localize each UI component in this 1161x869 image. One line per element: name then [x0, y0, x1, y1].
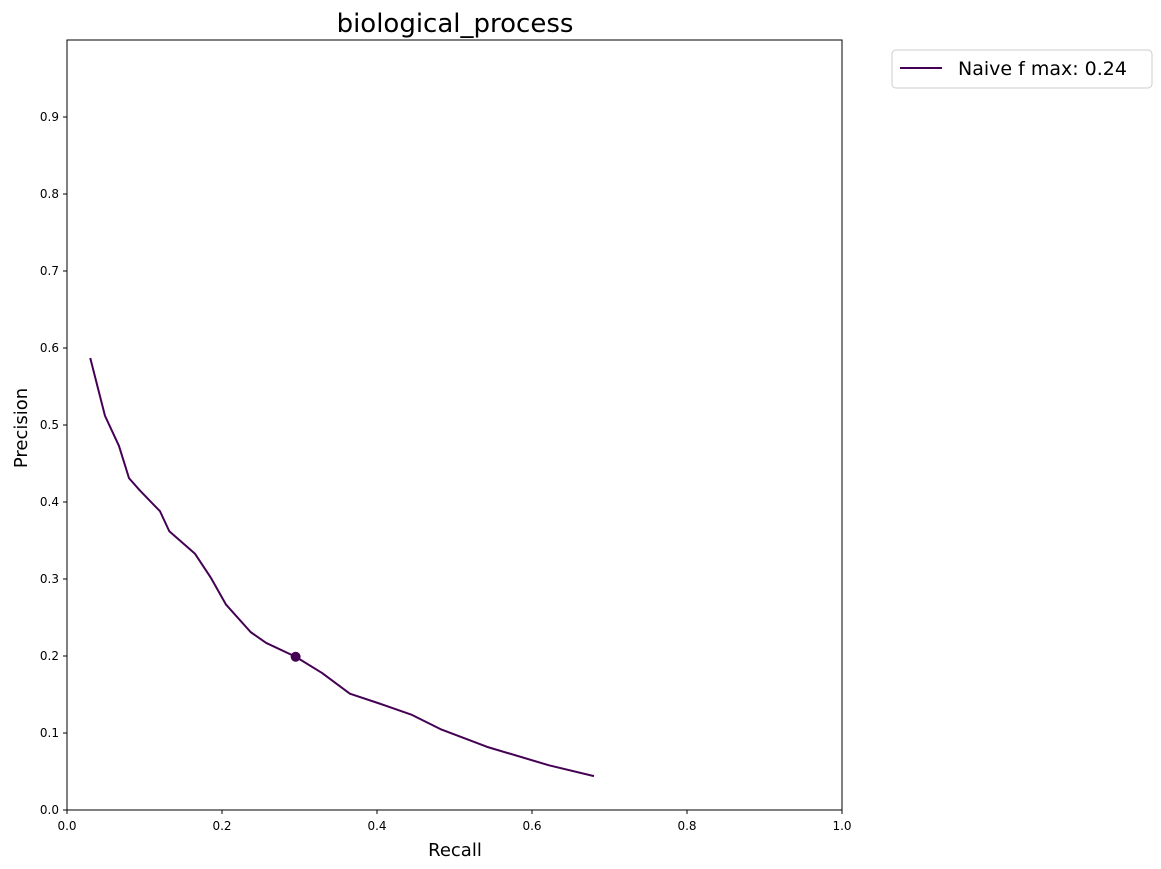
x-tick-label: 0.8 — [677, 819, 696, 833]
legend: Naive f max: 0.24 — [891, 49, 1153, 89]
y-tick-label: 0.7 — [40, 264, 59, 278]
x-tick-label: 0.6 — [522, 819, 541, 833]
x-axis-ticks: 0.0 0.2 0.4 0.6 0.8 1.0 — [57, 810, 852, 833]
series-layer — [89, 357, 595, 778]
y-axis-label: Precision — [11, 388, 32, 468]
y-tick-label: 0.0 — [40, 803, 59, 817]
plot-frame — [66, 39, 843, 811]
y-tick-label: 0.9 — [40, 110, 59, 124]
plot-area — [66, 39, 843, 811]
fmax-point-marker — [290, 651, 301, 662]
y-axis-ticks: 0.0 0.1 0.2 0.3 0.4 0.5 0.6 0.7 0.8 0.9 — [40, 110, 67, 817]
y-tick-label: 0.6 — [40, 341, 59, 355]
series-line — [89, 357, 595, 778]
x-tick-label: 0.2 — [212, 819, 231, 833]
y-tick-label: 0.1 — [40, 726, 59, 740]
y-tick-label: 0.2 — [40, 649, 59, 663]
x-axis-label: Recall — [428, 840, 482, 861]
y-tick-label: 0.4 — [40, 495, 59, 509]
x-tick-label: 1.0 — [832, 819, 851, 833]
y-tick-label: 0.8 — [40, 187, 59, 201]
y-tick-label: 0.5 — [40, 418, 59, 432]
x-tick-label: 0.4 — [367, 819, 386, 833]
legend-box — [891, 49, 1153, 89]
chart-title: biological_process — [337, 9, 574, 39]
y-tick-label: 0.3 — [40, 572, 59, 586]
x-tick-label: 0.0 — [57, 819, 76, 833]
legend-label: Naive f max: 0.24 — [958, 58, 1127, 80]
